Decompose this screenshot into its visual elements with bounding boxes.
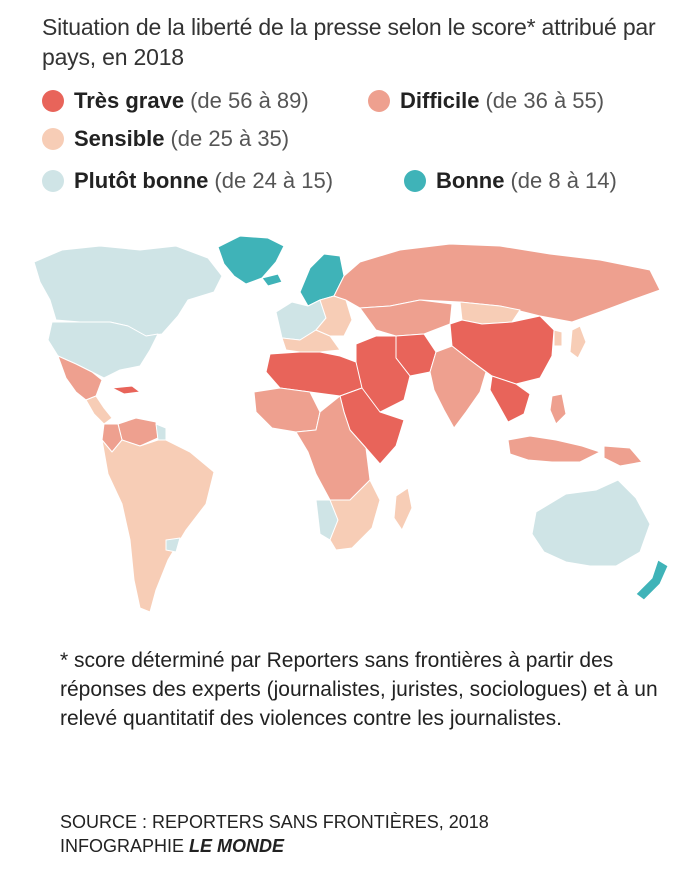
legend-label: Très grave [74, 88, 185, 113]
region-australia [531, 479, 651, 567]
credit-prefix: INFOGRAPHIE [60, 836, 185, 856]
region-southern-europe [281, 329, 341, 353]
legend-swatch-bonne [404, 170, 426, 192]
region-india [429, 345, 487, 429]
region-cuba [111, 385, 141, 395]
legend-label: Sensible [74, 126, 165, 151]
region-canada [33, 245, 223, 337]
legend-item-difficile: Difficile (de 36 à 55) [368, 88, 604, 114]
region-central-america [85, 395, 113, 425]
region-greenland [217, 235, 285, 285]
region-new-zealand [635, 559, 669, 601]
legend-label: Plutôt bonne [74, 168, 209, 193]
legend-range: (de 8 à 14) [510, 168, 617, 193]
legend-range: (de 56 à 89) [190, 88, 309, 113]
region-japan [569, 325, 587, 359]
region-uruguay [165, 537, 181, 553]
region-new-guinea [603, 445, 643, 467]
legend-swatch-difficile [368, 90, 390, 112]
source-line: SOURCE : REPORTERS SANS FRONTIÈRES, 2018 [60, 812, 489, 832]
legend-swatch-plutot-bonne [42, 170, 64, 192]
legend-item-plutot-bonne: Plutôt bonne (de 24 à 15) [42, 168, 333, 194]
region-indonesia [507, 435, 601, 463]
region-korea [553, 329, 563, 347]
legend-item-bonne: Bonne (de 8 à 14) [404, 168, 617, 194]
legend-range: (de 36 à 55) [485, 88, 605, 113]
world-map [33, 235, 669, 613]
region-iceland [261, 273, 283, 287]
legend-label: Difficile [400, 88, 480, 113]
legend-range: (de 24 à 15) [214, 168, 334, 193]
legend-swatch-sensible [42, 128, 64, 150]
legend-swatch-tres-grave [42, 90, 64, 112]
region-guyana [155, 423, 167, 441]
region-south-america [101, 439, 215, 613]
legend-range: (de 25 à 35) [170, 126, 290, 151]
footnote: * score déterminé par Reporters sans fro… [60, 649, 658, 730]
region-southeast-asia [489, 375, 531, 423]
legend-item-tres-grave: Très grave (de 56 à 89) [42, 88, 309, 114]
source-credit: SOURCE : REPORTERS SANS FRONTIÈRES, 2018… [60, 810, 680, 858]
region-southern-africa [329, 479, 381, 551]
region-philippines [549, 393, 567, 425]
map-title: Situation de la liberté de la presse sel… [42, 14, 656, 70]
legend-label: Bonne [436, 168, 505, 193]
legend-item-sensible: Sensible (de 25 à 35) [42, 126, 289, 152]
region-central-africa [295, 395, 371, 501]
credit-brand: LE MONDE [189, 836, 285, 856]
region-west-africa [253, 387, 321, 433]
region-madagascar [393, 487, 413, 531]
credit-line: INFOGRAPHIE LE MONDE [60, 834, 680, 858]
